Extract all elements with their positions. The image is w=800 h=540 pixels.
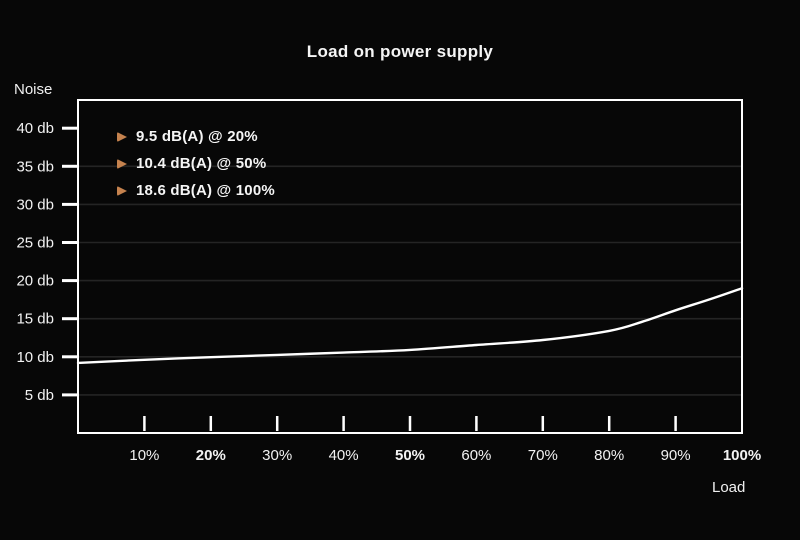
- y-tick-label: 25 db: [16, 234, 54, 251]
- x-axis-label: Load: [712, 479, 746, 496]
- plot-border: [77, 99, 743, 434]
- x-tick-label: 50%: [395, 447, 425, 464]
- legend-triangle-icon: [117, 158, 127, 169]
- legend: 9.5 dB(A) @ 20% 10.4 dB(A) @ 50% 18.6 dB…: [117, 123, 275, 204]
- legend-triangle-icon: [117, 131, 127, 142]
- legend-item: 18.6 dB(A) @ 100%: [117, 177, 275, 204]
- chart-title: Load on power supply: [306, 42, 494, 61]
- x-tick-label: 10%: [129, 447, 159, 464]
- x-tick-label: 90%: [661, 447, 691, 464]
- y-tick-label: 5 db: [25, 387, 54, 404]
- y-tick-label: 30 db: [16, 196, 54, 213]
- legend-item: 9.5 dB(A) @ 20%: [117, 123, 275, 150]
- legend-triangle-icon: [117, 185, 127, 196]
- x-tick-label: 70%: [528, 447, 558, 464]
- x-tick-label: 60%: [461, 447, 491, 464]
- legend-item-label: 9.5 dB(A) @ 20%: [136, 128, 258, 145]
- y-tick-label: 20 db: [16, 273, 54, 290]
- y-tick-label: 15 db: [16, 311, 54, 328]
- y-tick-label: 40 db: [16, 120, 54, 137]
- legend-item: 10.4 dB(A) @ 50%: [117, 150, 275, 177]
- legend-item-label: 10.4 dB(A) @ 50%: [136, 155, 267, 172]
- noise-curve: [76, 287, 744, 365]
- y-tick-label: 35 db: [16, 158, 54, 175]
- y-tick-label: 10 db: [16, 349, 54, 366]
- legend-item-label: 18.6 dB(A) @ 100%: [136, 182, 275, 199]
- x-tick-label: 40%: [329, 447, 359, 464]
- y-axis-label: Noise: [14, 81, 53, 98]
- x-tick-label: 100%: [723, 447, 761, 464]
- x-tick-label: 30%: [262, 447, 292, 464]
- x-tick-label: 80%: [594, 447, 624, 464]
- x-tick-label: 20%: [196, 447, 226, 464]
